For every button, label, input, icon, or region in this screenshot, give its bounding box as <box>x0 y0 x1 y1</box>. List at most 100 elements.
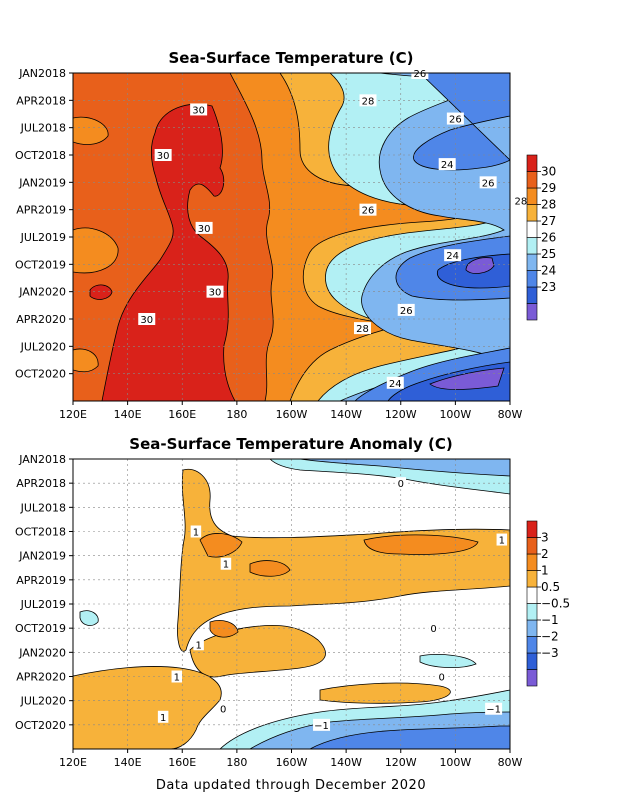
sst-contour-labels: 30 30 30 30 30 28 28 28 26 26 26 26 26 24 24 24 <box>138 67 530 390</box>
y-tick-label: OCT2020 <box>15 368 66 381</box>
contour-label: 24 <box>438 158 456 171</box>
ssta-strong-2019 <box>249 560 291 577</box>
contour-label-box <box>313 718 331 731</box>
x-tick-label: 160E <box>168 408 196 421</box>
contour-label-box <box>154 149 172 161</box>
sst-25-region <box>413 73 510 171</box>
contour-label-box <box>438 158 456 171</box>
x-tick-label: 180 <box>226 408 247 421</box>
y-tick-label: JUL2019 <box>20 231 66 244</box>
contour-label-box <box>206 285 224 298</box>
colorbar-swatch <box>526 220 538 238</box>
x-tick-label: 80W <box>498 408 523 421</box>
contour-label-text: 1 <box>223 560 229 571</box>
contour-label-text: 30 <box>198 224 211 235</box>
contour-label-box <box>428 622 439 635</box>
contour-label-box <box>359 203 377 216</box>
contour-label-text: 1 <box>174 673 180 684</box>
contour-label-text: 26 <box>362 206 375 217</box>
x-tick-label: 140E <box>114 408 142 421</box>
y-tick-label: OCT2019 <box>15 258 66 271</box>
contour-label-box <box>193 638 204 651</box>
colorbar-swatch <box>526 253 538 271</box>
contour-label-text: 0 <box>430 624 436 635</box>
ssta-positive-2020 <box>73 666 222 749</box>
ssta-panel: Sea-Surface Temperature Anomaly (C) 0 1 1 1… <box>15 435 570 769</box>
colorbar-swatch <box>526 204 538 222</box>
contour-label-box <box>436 670 447 683</box>
contour-label-box <box>190 525 202 538</box>
ssta-y-axis: JAN2018 APR2018 JUL2018 OCT2018 JAN2019 APR20… <box>15 453 73 732</box>
sst-panel: Sea-Surface Temperature (C) 30 30 30 30 30 28… <box>15 49 556 421</box>
y-tick-label: JUL2018 <box>20 122 66 135</box>
contour-label: 1 <box>496 533 508 547</box>
colorbar-label: 29 <box>541 181 556 195</box>
colorbar-label: −3 <box>541 646 559 660</box>
contour-label: −1 <box>313 718 331 732</box>
sst-23-region-2019 <box>465 257 495 274</box>
contour-label-text: −1 <box>486 705 501 716</box>
data-updated-footer: Data updated through December 2020 <box>156 778 426 793</box>
y-tick-label: APR2018 <box>16 94 66 107</box>
ssta-contour-labels: 0 1 1 1 0 1 1 0 0 1 −1 −1 <box>157 477 508 732</box>
contour-label-text: 24 <box>446 251 459 262</box>
colorbar-label: 3 <box>541 531 549 545</box>
y-tick-label: OCT2019 <box>15 622 66 635</box>
ssta-colorbar: 3 2 1 0.5 −0.5 −1 −2 −3 <box>526 520 570 687</box>
contour-label-text: 30 <box>192 105 205 116</box>
colorbar-label: 24 <box>541 264 556 278</box>
y-tick-label: OCT2020 <box>15 719 66 732</box>
ssta-positive-2018 <box>177 468 510 652</box>
colorbar-swatch <box>526 570 538 588</box>
sst-x-axis: 120E 140E 160E 180 160W 140W 120W 100W 80W <box>59 401 523 421</box>
contour-label-box <box>138 313 156 325</box>
contour-label-text: 30 <box>140 315 153 326</box>
colorbar-swatch <box>526 636 538 654</box>
contour-label: 24 <box>386 376 404 390</box>
colorbar-label: −2 <box>541 630 559 644</box>
sst-23-region <box>429 367 505 390</box>
colorbar-label: 25 <box>541 247 556 261</box>
contour-label: 26 <box>446 112 464 126</box>
colorbar-swatch <box>526 270 538 288</box>
ssta-strong-2018-east <box>363 534 479 555</box>
contour-label: 28 <box>359 94 377 107</box>
x-tick-label: 120W <box>385 408 417 421</box>
sst-title: Sea-Surface Temperature (C) <box>169 49 414 67</box>
contour-label-box <box>157 710 169 723</box>
contour-label-text: 1 <box>499 536 505 547</box>
ssta-x-axis: 120E 140E 160E 180 160W 140W 120W 100W 80W <box>59 749 523 769</box>
contour-label: −1 <box>485 702 503 716</box>
contour-label-text: 26 <box>482 178 495 189</box>
contour-label-box <box>395 477 406 490</box>
x-tick-label: 160W <box>276 408 308 421</box>
colorbar-label: 0.5 <box>541 580 560 594</box>
colorbar-swatch <box>526 553 538 571</box>
contour-label-text: 0 <box>439 673 445 684</box>
y-tick-label: JUL2020 <box>20 695 66 708</box>
contour-label-text: 24 <box>441 160 454 171</box>
y-tick-label: APR2019 <box>16 574 66 587</box>
ssta-title: Sea-Surface Temperature Anomaly (C) <box>129 435 452 453</box>
ssta-strong-2019b <box>209 620 239 638</box>
y-tick-label: JUL2019 <box>20 598 66 611</box>
contour-label: 1 <box>193 638 204 651</box>
x-tick-label: 120W <box>385 756 417 769</box>
contour-label-box <box>479 176 497 189</box>
y-tick-label: JAN2020 <box>18 286 66 299</box>
colorbar-swatch <box>526 619 538 637</box>
contour-label-text: −1 <box>314 721 329 732</box>
contour-label-box <box>354 322 372 335</box>
colorbar-label: −0.5 <box>541 597 570 611</box>
sst-colorbar: 30 29 28 27 26 25 24 23 <box>526 154 556 321</box>
contour-label-box <box>444 249 462 262</box>
sst-cooler-29-west2 <box>73 116 109 145</box>
x-tick-label: 140W <box>330 408 362 421</box>
sst-y-axis: JAN2018 APR2018 JUL2018 OCT2018 JAN2019 APR20… <box>15 67 73 381</box>
y-tick-label: APR2020 <box>16 313 66 326</box>
x-tick-label: 140E <box>114 756 142 769</box>
contour-label-text: 30 <box>157 151 170 162</box>
contour-label-text: 30 <box>209 288 222 299</box>
contour-label-text: 0 <box>398 479 404 490</box>
sst-cooler-29-west3 <box>73 348 99 373</box>
